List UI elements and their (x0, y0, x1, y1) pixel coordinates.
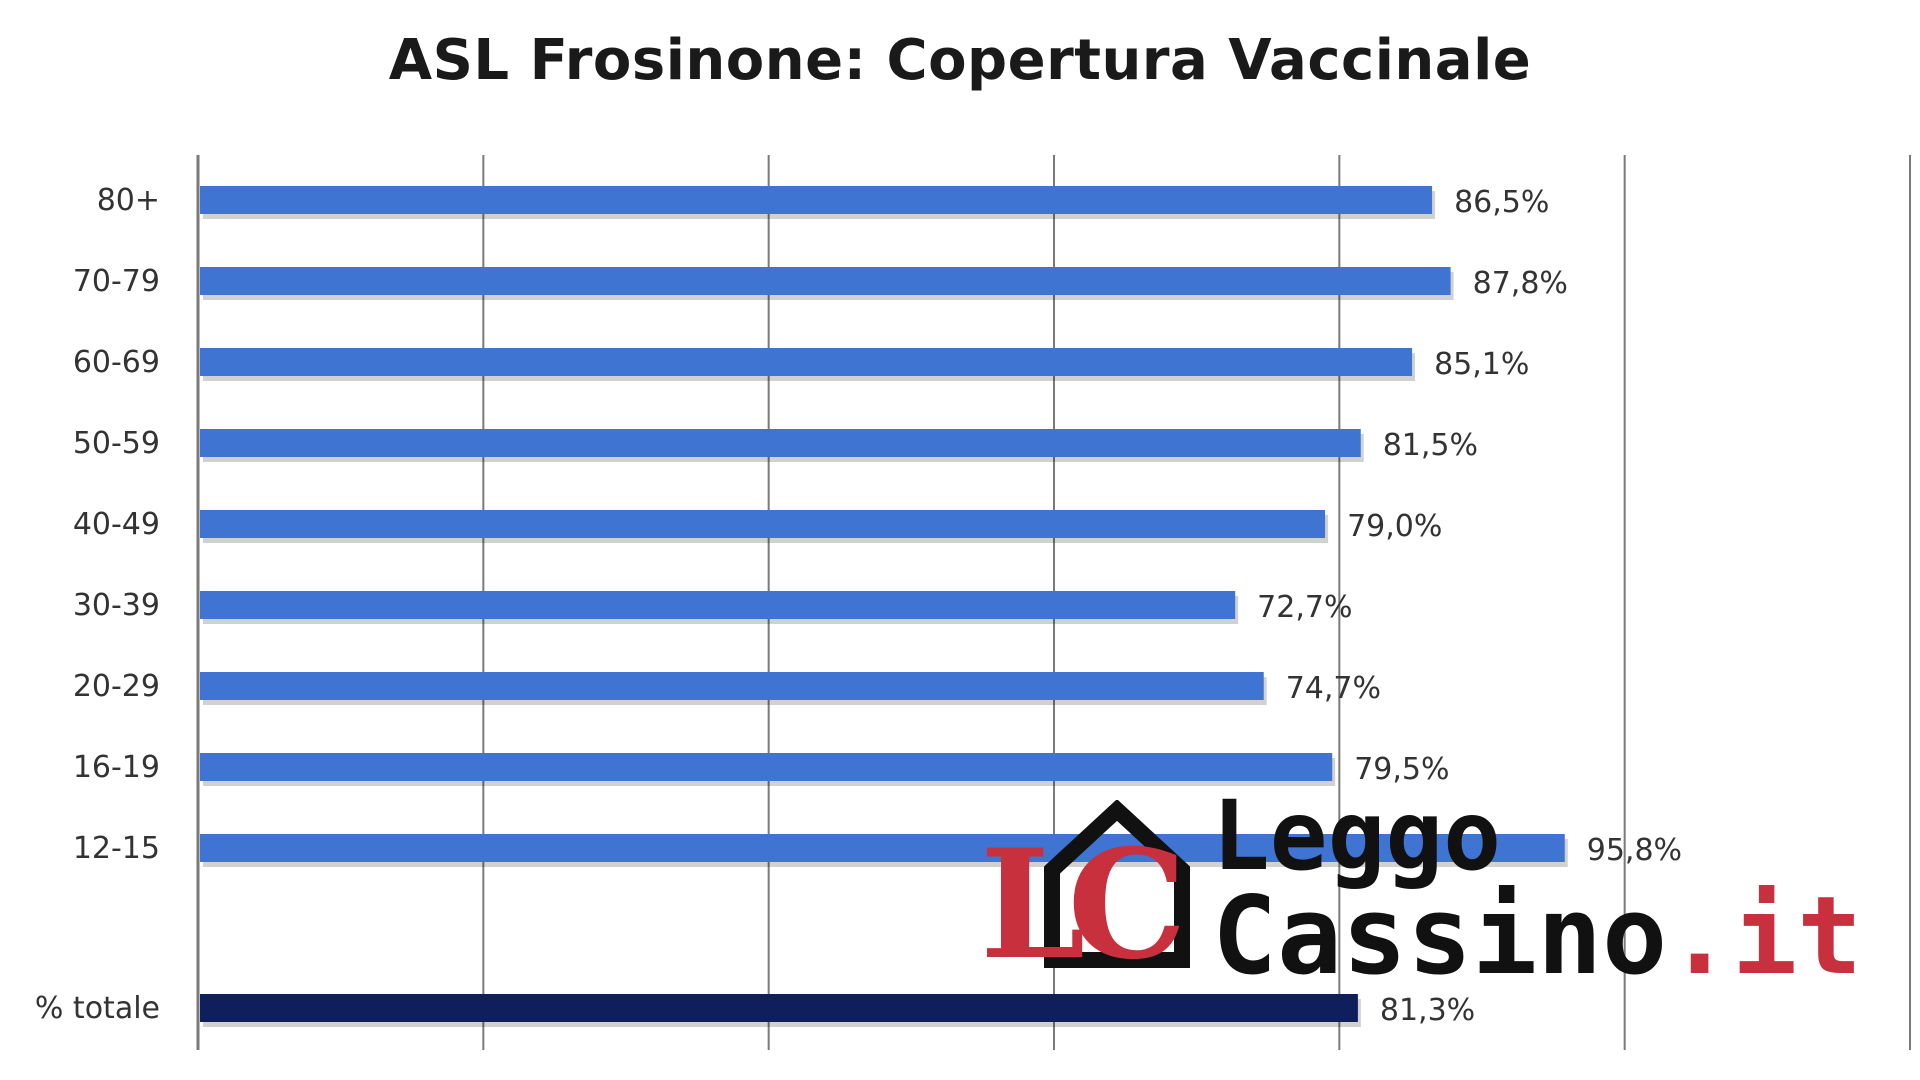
category-label: 50-59 (73, 426, 160, 461)
bar (200, 429, 1361, 457)
bar (200, 186, 1433, 214)
bar (200, 348, 1413, 376)
logo-monogram: LC (980, 817, 1187, 993)
bar (200, 591, 1236, 619)
value-label: 95,8% (1587, 833, 1682, 868)
category-label: 12-15 (73, 831, 160, 866)
value-label: 79,0% (1347, 509, 1442, 544)
value-label: 81,3% (1380, 993, 1475, 1028)
logo-name-line2: Cassino.it (1212, 882, 1862, 992)
bars (200, 186, 1568, 1027)
category-label: 40-49 (73, 507, 160, 542)
category-labels: 80+ 70-79 60-69 50-59 40-49 30-39 20-29 16-19 12… (35, 183, 160, 1026)
bar (200, 672, 1264, 700)
bar (200, 267, 1451, 295)
value-labels: 86,5% 87,8% 85,1% 81,5% 79,0% 72,7% 74,7% 79,5%… (1257, 185, 1682, 1028)
bar (200, 753, 1333, 781)
value-label: 86,5% (1454, 185, 1549, 220)
category-label: 60-69 (73, 345, 160, 380)
category-label: 80+ (97, 183, 160, 218)
category-label: 70-79 (73, 264, 160, 299)
leggo-cassino-logo: LC Leggo Cassino.it (980, 786, 1880, 993)
value-label: 72,7% (1257, 590, 1352, 625)
value-label: 74,7% (1286, 671, 1381, 706)
value-label: 87,8% (1473, 266, 1568, 301)
bar-total (200, 994, 1358, 1022)
logo-suffix: .it (1667, 874, 1863, 999)
chart-title: ASL Frosinone: Copertura Vaccinale (388, 28, 1532, 93)
category-label: 30-39 (73, 588, 160, 623)
bar (200, 834, 1565, 862)
house-icon (1044, 800, 1190, 968)
category-label: % totale (35, 991, 160, 1026)
value-label: 85,1% (1434, 347, 1529, 382)
value-label: 81,5% (1383, 428, 1478, 463)
logo-name-line1: Leggo (1212, 780, 1501, 892)
category-label: 20-29 (73, 669, 160, 704)
category-label: 16-19 (73, 750, 160, 785)
bar (200, 510, 1326, 538)
value-label: 79,5% (1354, 752, 1449, 787)
logo-cassino-text: Cassino (1212, 874, 1668, 999)
